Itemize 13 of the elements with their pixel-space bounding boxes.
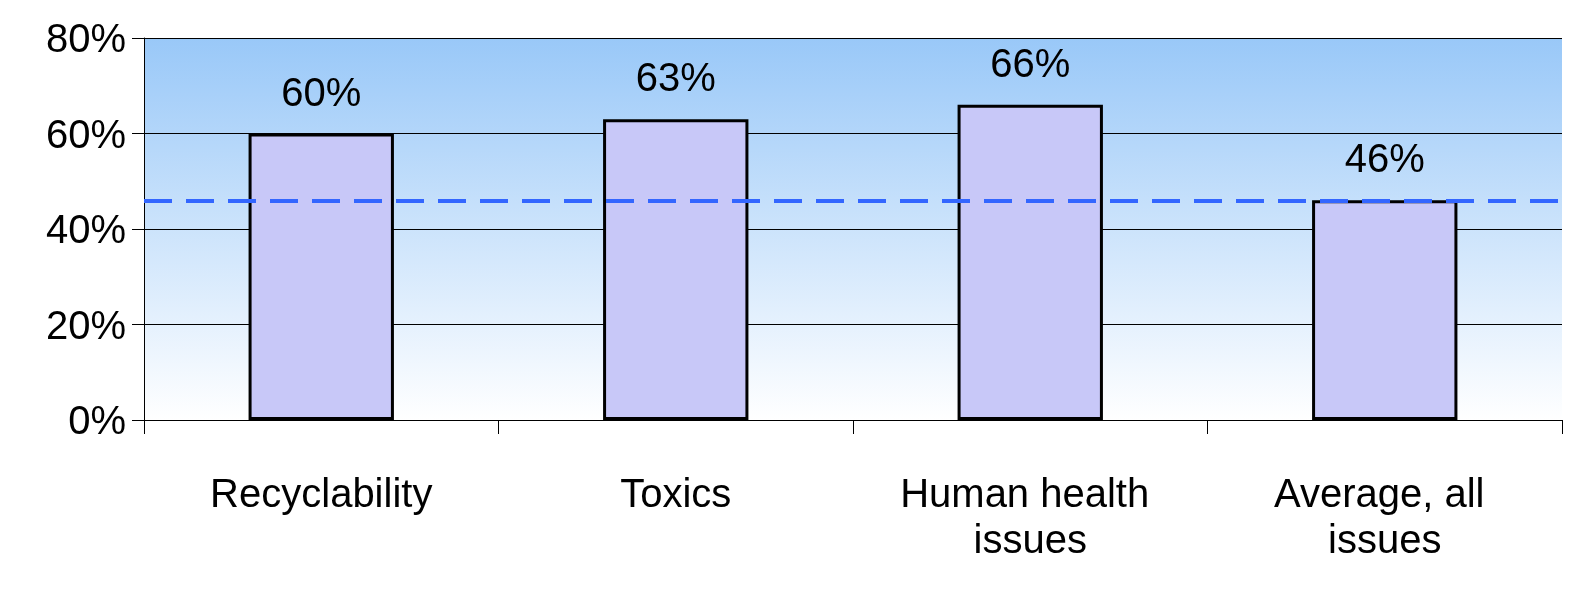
y-tick-label: 80% [45, 16, 126, 60]
data-label: 60% [281, 69, 362, 114]
y-tick-label: 40% [45, 207, 126, 251]
data-label: 63% [635, 55, 716, 100]
x-tick-label: Toxics [620, 471, 732, 515]
y-tick-label: 20% [45, 302, 126, 347]
x-tick-label: Average, all issues [1273, 471, 1496, 561]
x-tick-label: Human health issues [900, 471, 1161, 561]
data-label: 66% [990, 40, 1071, 85]
x-tick-label: Recyclability [210, 471, 433, 515]
y-tick-label: 60% [45, 111, 126, 156]
data-label: 46% [1344, 136, 1425, 181]
y-tick-label: 0% [68, 398, 126, 442]
